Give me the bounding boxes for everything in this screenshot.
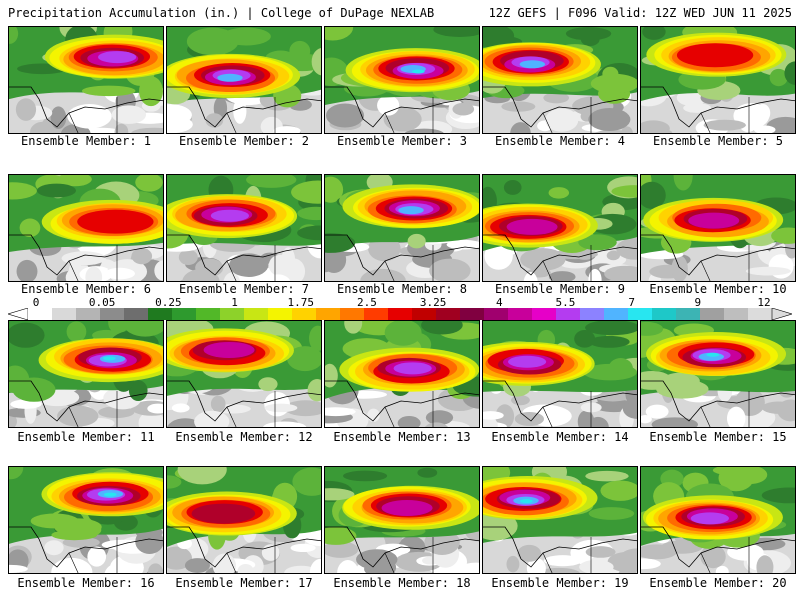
ensemble-map-18 — [324, 466, 480, 574]
ensemble-map-6 — [8, 174, 164, 282]
ensemble-map-17 — [166, 466, 322, 574]
colorbar-tick-label: 1 — [231, 296, 238, 309]
colorbar-swatch — [508, 308, 533, 320]
ensemble-map-11 — [8, 320, 164, 428]
ensemble-member-label: Ensemble Member: 11 — [17, 430, 155, 444]
colorbar-swatch — [604, 308, 629, 320]
ensemble-member-label: Ensemble Member: 5 — [652, 134, 784, 148]
colorbar-swatch — [388, 308, 413, 320]
colorbar-swatch — [292, 308, 317, 320]
ensemble-map-1 — [8, 26, 164, 134]
ensemble-member-label: Ensemble Member: 9 — [494, 282, 626, 296]
colorbar-swatch — [100, 308, 125, 320]
colorbar-swatch — [172, 308, 197, 320]
ensemble-map-5 — [640, 26, 796, 134]
colorbar-tick-label: 7 — [628, 296, 635, 309]
colorbar-swatch — [148, 308, 173, 320]
ensemble-member-label: Ensemble Member: 20 — [649, 576, 787, 590]
colorbar-swatch — [196, 308, 221, 320]
colorbar-swatch — [652, 308, 677, 320]
colorbar-min-arrow — [8, 308, 29, 320]
ensemble-member-label: Ensemble Member: 6 — [20, 282, 152, 296]
colorbar — [8, 308, 792, 320]
ensemble-member-label: Ensemble Member: 7 — [178, 282, 310, 296]
colorbar-tick-label: 0.25 — [155, 296, 182, 309]
colorbar-swatch — [532, 308, 557, 320]
ensemble-map-20 — [640, 466, 796, 574]
ensemble-map-15 — [640, 320, 796, 428]
colorbar-swatch — [340, 308, 365, 320]
colorbar-tick-label: 4 — [495, 296, 503, 309]
colorbar-tick-label: 0.05 — [88, 296, 116, 309]
colorbar-max-arrow — [771, 308, 792, 320]
colorbar-swatch — [124, 308, 149, 320]
ensemble-member-label: Ensemble Member: 13 — [333, 430, 471, 444]
ensemble-member-label: Ensemble Member: 15 — [649, 430, 787, 444]
colorbar-swatch — [52, 308, 77, 320]
ensemble-map-3 — [324, 26, 480, 134]
ensemble-member-label: Ensemble Member: 18 — [333, 576, 471, 590]
ensemble-member-label: Ensemble Member: 2 — [178, 134, 310, 148]
colorbar-swatch — [676, 308, 701, 320]
ensemble-map-7 — [166, 174, 322, 282]
ensemble-member-label: Ensemble Member: 19 — [491, 576, 629, 590]
map-title: Precipitation Accumulation (in.) | Colle… — [8, 6, 435, 20]
ensemble-map-10 — [640, 174, 796, 282]
ensemble-map-9 — [482, 174, 638, 282]
colorbar-tick-label: 5.5 — [555, 296, 576, 309]
ensemble-map-14 — [482, 320, 638, 428]
ensemble-member-label: Ensemble Member: 8 — [336, 282, 468, 296]
colorbar-swatch — [364, 308, 389, 320]
ensemble-map-13 — [324, 320, 480, 428]
ensemble-member-label: Ensemble Member: 3 — [336, 134, 468, 148]
colorbar-swatch — [28, 308, 53, 320]
colorbar-swatch — [484, 308, 509, 320]
ensemble-map-8 — [324, 174, 480, 282]
colorbar-tick-label: 2.5 — [356, 296, 377, 309]
colorbar-swatch — [220, 308, 245, 320]
colorbar-swatch — [580, 308, 605, 320]
colorbar-swatch — [556, 308, 581, 320]
ensemble-member-label: Ensemble Member: 12 — [175, 430, 313, 444]
colorbar-swatch — [436, 308, 461, 320]
ensemble-member-label: Ensemble Member: 4 — [494, 134, 626, 148]
colorbar-swatch — [748, 308, 773, 320]
ensemble-member-label: Ensemble Member: 14 — [491, 430, 629, 444]
ensemble-member-label: Ensemble Member: 10 — [649, 282, 787, 296]
colorbar-tick-label: 12 — [757, 296, 771, 309]
colorbar-tick-label: 0 — [32, 296, 40, 309]
ensemble-member-label: Ensemble Member: 16 — [17, 576, 155, 590]
colorbar-swatch — [268, 308, 293, 320]
colorbar-swatch — [76, 308, 101, 320]
colorbar-swatch — [724, 308, 749, 320]
ensemble-map-19 — [482, 466, 638, 574]
ensemble-map-12 — [166, 320, 322, 428]
colorbar-swatch — [700, 308, 725, 320]
ensemble-member-label: Ensemble Member: 1 — [20, 134, 152, 148]
colorbar-tick-label: 1.75 — [287, 296, 314, 309]
colorbar-swatch — [244, 308, 269, 320]
colorbar-tick-label: 9 — [694, 296, 702, 309]
colorbar-swatch — [460, 308, 485, 320]
colorbar-swatch — [628, 308, 653, 320]
colorbar-swatch — [316, 308, 341, 320]
model-run-info: 12Z GEFS | F096 Valid: 12Z WED JUN 11 20… — [488, 6, 792, 20]
ensemble-map-16 — [8, 466, 164, 574]
ensemble-member-label: Ensemble Member: 17 — [175, 576, 313, 590]
ensemble-map-4 — [482, 26, 638, 134]
colorbar-swatch — [412, 308, 437, 320]
ensemble-map-2 — [166, 26, 322, 134]
colorbar-tick-label: 3.25 — [419, 296, 447, 309]
